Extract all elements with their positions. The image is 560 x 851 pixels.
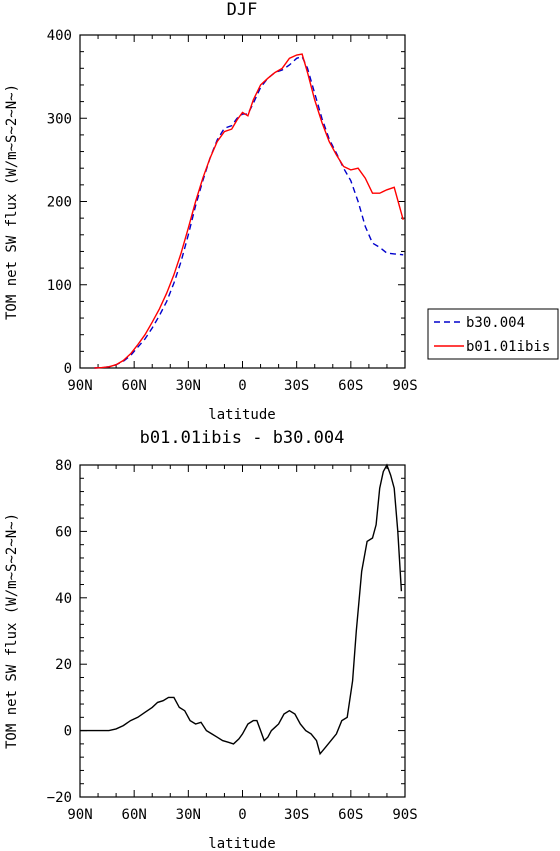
bottom-x-axis-label: latitude	[208, 836, 275, 851]
series-line-difference	[80, 463, 403, 756]
top-y-axis-label: TOM net SW flux (W/m~S~2~N~)	[4, 84, 20, 320]
series-line-b30-004	[94, 55, 404, 369]
x-tick-label: 0	[238, 378, 246, 394]
x-tick-label: 90N	[67, 378, 92, 394]
x-tick-label: 60N	[122, 378, 147, 394]
y-tick-label: 200	[47, 195, 72, 211]
top-x-axis-label: latitude	[208, 407, 275, 423]
legend-label-b01-01ibis: b01.01ibis	[466, 339, 550, 355]
top-chart-title: DJF	[227, 0, 258, 20]
series-line-b01-01ibis	[94, 53, 404, 369]
y-tick-label: 100	[47, 278, 72, 294]
x-tick-label: 90S	[392, 378, 417, 394]
y-tick-label: 300	[47, 111, 72, 127]
legend-label-b30-004: b30.004	[466, 315, 525, 331]
x-tick-label: 60S	[338, 807, 363, 823]
y-tick-label: 400	[47, 28, 72, 44]
bottom-series	[80, 463, 403, 756]
y-tick-label: 40	[55, 591, 72, 607]
x-tick-label: 30S	[284, 807, 309, 823]
top-axes: 90N 60N 30N 0 30S 60S 90S 0 100 200 300 400	[47, 28, 418, 394]
y-tick-label: −20	[47, 790, 72, 806]
bottom-axes: 90N 60N 30N 0 30S 60S 90S −20 0 20 40 60 80	[47, 458, 418, 823]
x-tick-label: 30N	[176, 807, 201, 823]
bottom-y-axis-label: TOM net SW flux (W/m~S~2~N~)	[4, 513, 20, 749]
x-tick-label: 0	[238, 807, 246, 823]
x-tick-label: 60S	[338, 378, 363, 394]
y-tick-label: 0	[64, 361, 72, 377]
y-tick-label: 20	[55, 657, 72, 673]
y-tick-label: 80	[55, 458, 72, 474]
legend: b30.004 b01.01ibis	[427, 308, 559, 360]
top-panel: DJF 90N 60N 30N 0 30S 60S 90S 0 100 200 300 400 lat…	[4, 0, 418, 423]
bottom-chart-title: b01.01ibis - b30.004	[140, 428, 345, 448]
x-tick-label: 60N	[122, 807, 147, 823]
y-tick-label: 0	[64, 724, 72, 740]
x-tick-label: 30N	[176, 378, 201, 394]
plot-frame	[79, 34, 406, 369]
top-series	[94, 53, 404, 369]
x-tick-label: 30S	[284, 378, 309, 394]
x-tick-label: 90S	[392, 807, 417, 823]
legend-frame	[427, 308, 559, 360]
y-tick-label: 60	[55, 524, 72, 540]
x-tick-label: 90N	[67, 807, 92, 823]
bottom-panel: b01.01ibis - b30.004 90N 60N 30N 0 30S 60S 90S…	[4, 428, 418, 851]
